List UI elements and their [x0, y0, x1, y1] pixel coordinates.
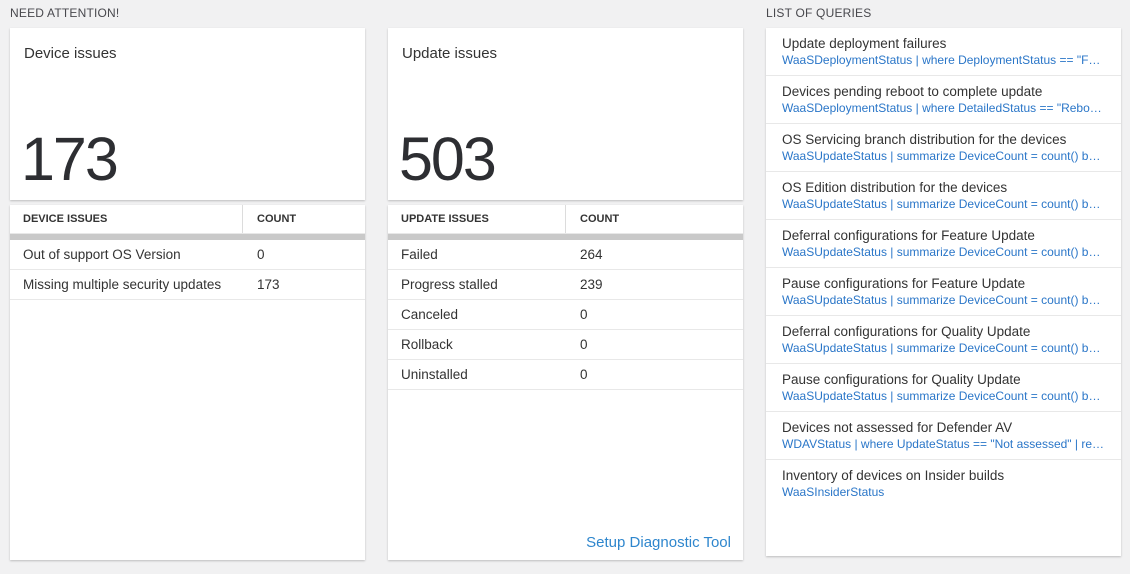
update-issues-card-title: Update issues: [402, 45, 498, 62]
issue-name-cell: Progress stalled: [401, 277, 498, 292]
issue-count-cell: 264: [580, 247, 603, 262]
query-title: Pause configurations for Quality Update: [782, 372, 1021, 387]
query-title: Pause configurations for Feature Update: [782, 276, 1026, 291]
title-spacer: [388, 0, 743, 28]
query-text[interactable]: WaaSInsiderStatus: [782, 485, 885, 499]
query-item[interactable]: Deferral configurations for Feature Upda…: [766, 220, 1121, 268]
count-header-cell: COUNT: [257, 213, 297, 225]
query-title: Deferral configurations for Quality Upda…: [782, 324, 1031, 339]
query-title: Update deployment failures: [782, 36, 947, 51]
query-text[interactable]: WaaSUpdateStatus | summarize DeviceCount…: [782, 197, 1105, 211]
section-title-need-attention: NEED ATTENTION!: [10, 6, 120, 20]
query-title: OS Edition distribution for the devices: [782, 180, 1008, 195]
issue-name-cell: Failed: [401, 247, 438, 262]
device-issues-column: NEED ATTENTION! Device issues 173 DEVICE…: [10, 0, 365, 560]
query-text[interactable]: WaaSUpdateStatus | summarize DeviceCount…: [782, 293, 1105, 307]
device-issues-header-cell: DEVICE ISSUES: [10, 205, 243, 233]
issue-name-cell: Canceled: [401, 307, 459, 322]
issue-count-cell: 0: [580, 337, 588, 352]
issue-name-cell: Out of support OS Version: [23, 247, 181, 262]
query-text[interactable]: WaaSDeploymentStatus | where DeploymentS…: [782, 53, 1105, 67]
query-item[interactable]: Pause configurations for Feature Update …: [766, 268, 1121, 316]
table-row[interactable]: Rollback 0: [388, 330, 743, 360]
update-issues-count-value: 503: [399, 125, 497, 193]
query-title: Deferral configurations for Feature Upda…: [782, 228, 1035, 243]
issue-name-cell: Missing multiple security updates: [23, 277, 222, 292]
issue-count-cell: 0: [580, 367, 588, 382]
query-item[interactable]: Devices not assessed for Defender AV WDA…: [766, 412, 1121, 460]
table-row[interactable]: Canceled 0: [388, 300, 743, 330]
device-issues-table-card: DEVICE ISSUES COUNT Out of support OS Ve…: [10, 205, 365, 560]
table-row[interactable]: Failed 264: [388, 240, 743, 270]
update-issues-header-cell: UPDATE ISSUES: [388, 205, 566, 233]
query-text[interactable]: WaaSUpdateStatus | summarize DeviceCount…: [782, 389, 1105, 403]
query-title: Devices not assessed for Defender AV: [782, 420, 1013, 435]
table-row[interactable]: Missing multiple security updates 173: [10, 270, 365, 300]
query-title: Inventory of devices on Insider builds: [782, 468, 1005, 483]
update-table-horizontal-scrollbar[interactable]: [388, 234, 743, 240]
query-text[interactable]: WaaSUpdateStatus | summarize DeviceCount…: [782, 149, 1105, 163]
count-header-cell: COUNT: [580, 213, 620, 225]
update-issues-table-header: UPDATE ISSUES COUNT: [388, 205, 743, 233]
update-issues-table-card: UPDATE ISSUES COUNT Failed 264 Progress …: [388, 205, 743, 560]
issue-count-cell: 0: [580, 307, 588, 322]
device-issues-table-header: DEVICE ISSUES COUNT: [10, 205, 365, 233]
table-row[interactable]: Uninstalled 0: [388, 360, 743, 390]
query-text[interactable]: WaaSDeploymentStatus | where DetailedSta…: [782, 101, 1105, 115]
device-issues-count-value: 173: [21, 125, 119, 193]
query-title: OS Servicing branch distribution for the…: [782, 132, 1067, 147]
query-item[interactable]: OS Edition distribution for the devices …: [766, 172, 1121, 220]
queries-list-card: Update deployment failures WaaSDeploymen…: [766, 28, 1121, 556]
issue-count-cell: 239: [580, 277, 603, 292]
issue-name-cell: Uninstalled: [401, 367, 468, 382]
table-row[interactable]: Out of support OS Version 0: [10, 240, 365, 270]
device-issues-card-title: Device issues: [24, 45, 117, 62]
query-text[interactable]: WDAVStatus | where UpdateStatus == "Not …: [782, 437, 1105, 451]
setup-diagnostic-tool-link[interactable]: Setup Diagnostic Tool: [586, 534, 731, 551]
update-issues-card[interactable]: Update issues 503: [388, 28, 743, 200]
header-divider: [388, 233, 743, 234]
update-issues-column: Update issues 503 UPDATE ISSUES COUNT Fa…: [388, 0, 743, 560]
query-item[interactable]: Update deployment failures WaaSDeploymen…: [766, 28, 1121, 76]
issue-count-cell: 173: [257, 277, 280, 292]
device-table-horizontal-scrollbar[interactable]: [10, 234, 365, 240]
issue-count-cell: 0: [257, 247, 265, 262]
query-item[interactable]: Deferral configurations for Quality Upda…: [766, 316, 1121, 364]
section-title-list-of-queries: LIST OF QUERIES: [766, 6, 872, 20]
query-text[interactable]: WaaSUpdateStatus | summarize DeviceCount…: [782, 341, 1105, 355]
issue-name-cell: Rollback: [401, 337, 453, 352]
queries-column: LIST OF QUERIES Update deployment failur…: [766, 0, 1121, 556]
query-title: Devices pending reboot to complete updat…: [782, 84, 1043, 99]
device-issues-card[interactable]: Device issues 173: [10, 28, 365, 200]
query-item[interactable]: Inventory of devices on Insider builds W…: [766, 460, 1121, 507]
query-text[interactable]: WaaSUpdateStatus | summarize DeviceCount…: [782, 245, 1105, 259]
query-item[interactable]: Devices pending reboot to complete updat…: [766, 76, 1121, 124]
table-row[interactable]: Progress stalled 239: [388, 270, 743, 300]
query-item[interactable]: OS Servicing branch distribution for the…: [766, 124, 1121, 172]
query-item[interactable]: Pause configurations for Quality Update …: [766, 364, 1121, 412]
header-divider: [10, 233, 365, 234]
